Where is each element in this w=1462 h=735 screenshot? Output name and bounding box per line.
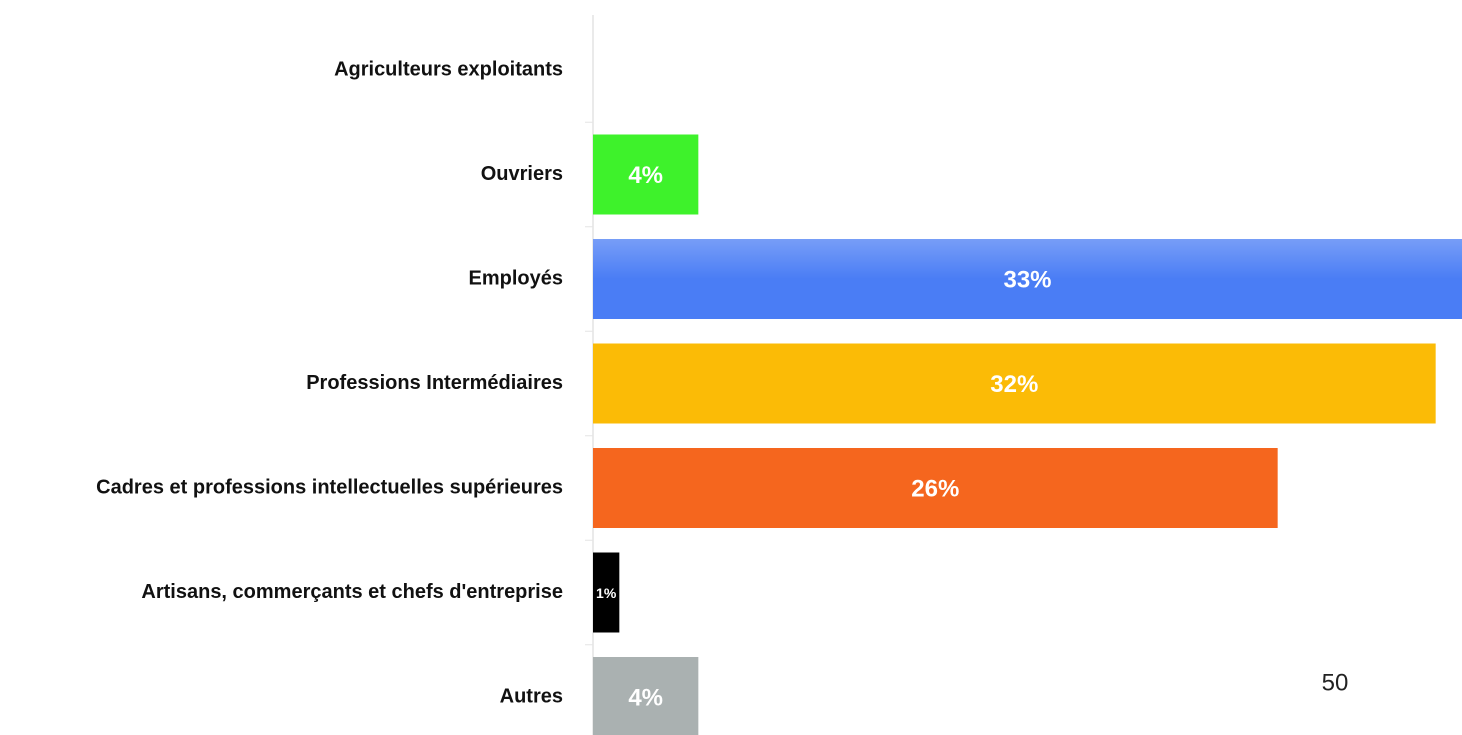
bar [593,657,699,735]
value-label: 32% [990,371,1038,398]
page-number: 50 [1322,669,1349,696]
value-label: 26% [911,475,959,502]
value-label: 4% [628,684,663,711]
category-label: Agriculteurs exploitants [334,58,563,80]
category-label: Autres [500,685,563,707]
value-label: 1% [596,585,617,601]
bar [593,552,620,633]
category-label: Ouvriers [481,163,563,185]
category-label: Cadres et professions intellectuelles su… [96,476,563,498]
bar [593,343,1436,424]
category-label: Professions Intermédiaires [306,372,563,394]
category-label: Employés [469,267,563,289]
bar [593,448,1278,528]
bar [593,134,699,215]
category-label: Artisans, commerçants et chefs d'entrepr… [141,581,563,603]
value-label: 4% [628,162,663,189]
value-label: 33% [1003,266,1051,293]
bar-sheen [593,239,1462,319]
